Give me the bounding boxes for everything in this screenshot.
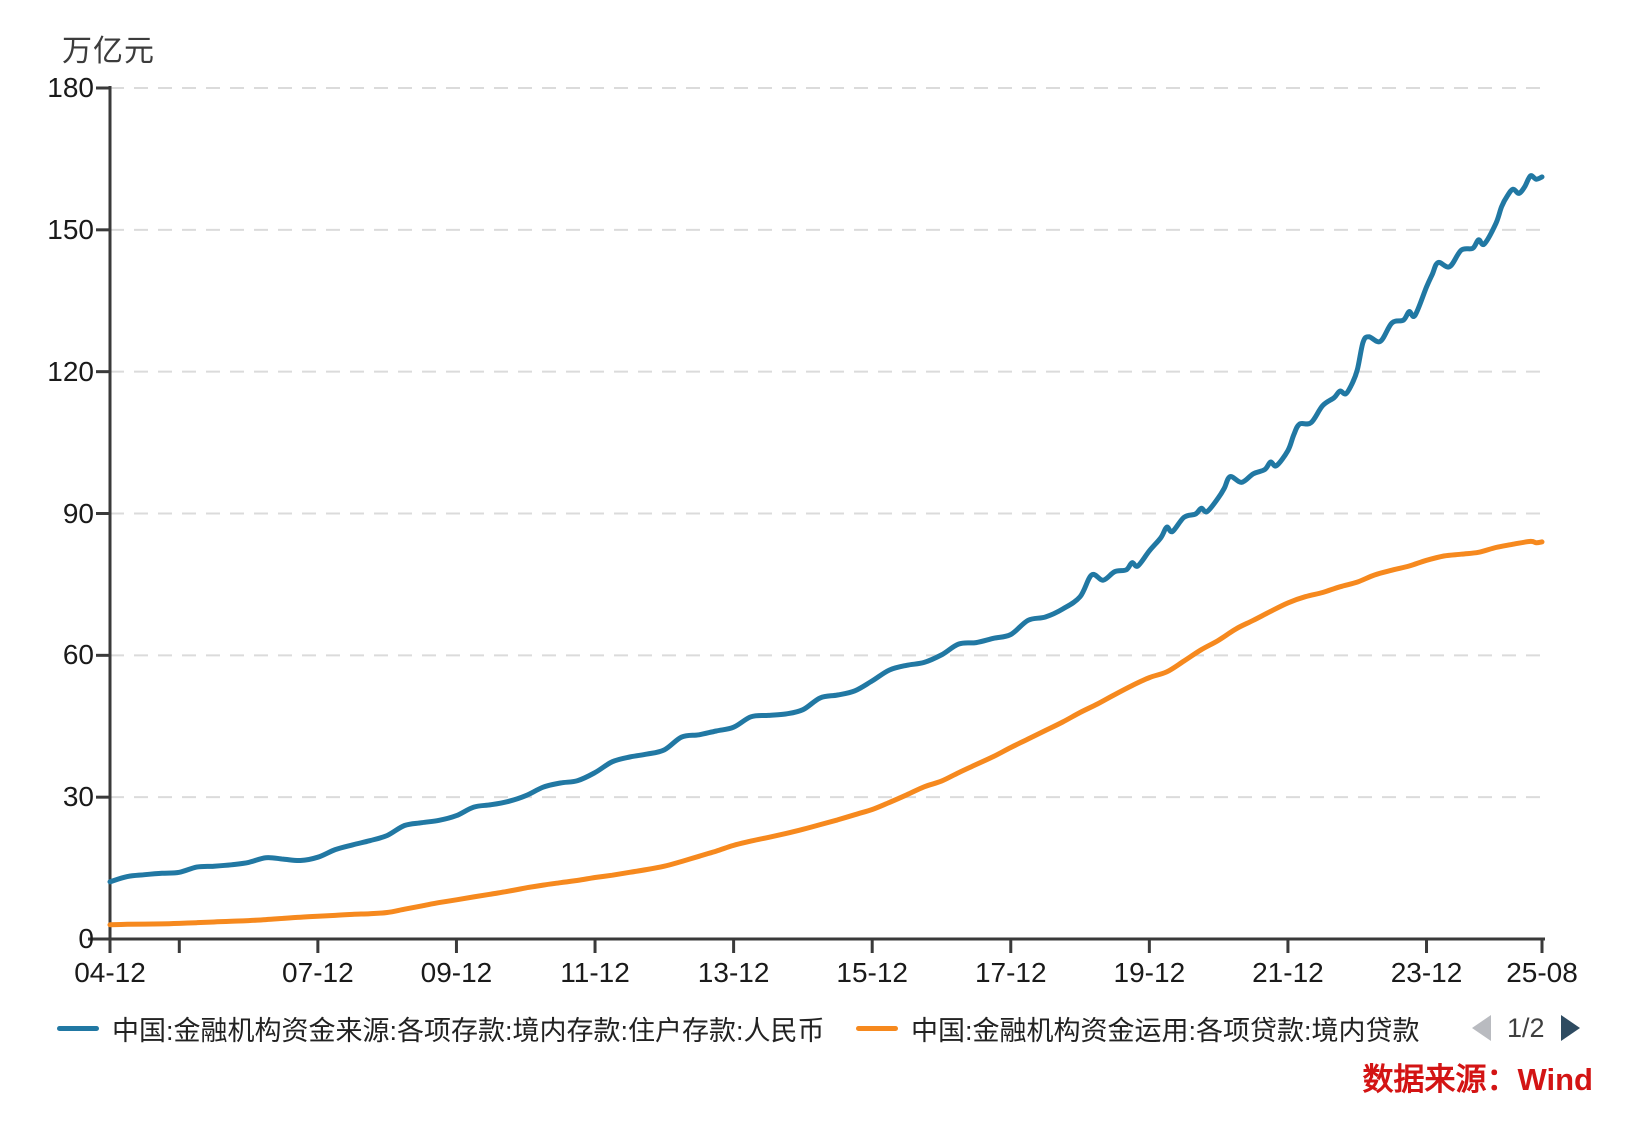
x-axis-label: 09-12 [420,957,493,988]
y-axis-label: 180 [47,72,94,103]
x-axis-label: 19-12 [1113,957,1186,988]
y-axis-label: 120 [47,355,94,387]
x-axis-label: 25-08 [1506,957,1578,988]
legend-item-loans: 中国:金融机构资金运用:各项贷款:境内贷款 [856,1008,1420,1048]
x-axis-label: 13-12 [697,957,770,988]
x-axis-label: 04-12 [74,957,146,988]
legend-label-deposits: 中国:金融机构资金来源:各项存款:境内存款:住户存款:人民币 [112,1015,825,1046]
series-line-deposits [107,173,1545,885]
legend-item-deposits: 中国:金融机构资金来源:各项存款:境内存款:住户存款:人民币 [57,1008,825,1048]
y-axis-unit-label: 万亿元 [62,35,155,68]
series-line-loans [107,538,1545,928]
y-axis-label: 30 [62,781,94,813]
source-note: 数据来源：Wind [1362,1062,1593,1097]
pager-next-icon[interactable] [1560,1015,1580,1041]
x-axis-label: 07-12 [282,957,354,988]
x-axis-label: 23-12 [1390,957,1463,988]
legend-swatch-loans-icon [856,1025,898,1031]
x-axis-label: 21-12 [1252,957,1324,988]
x-axis-label: 11-12 [560,957,630,988]
legend-swatch-deposits-icon [57,1025,99,1031]
y-axis-label: 150 [47,213,94,245]
x-axis-label: 15-12 [836,957,908,988]
pager-prev-icon[interactable] [1472,1015,1491,1041]
pager-count: 1/2 [1507,1012,1545,1043]
y-axis-label: 90 [62,497,94,529]
legend-pager: 1/2 [1472,1010,1580,1046]
y-axis-label: 60 [62,639,94,671]
y-axis-label: 0 [78,923,94,954]
legend-label-loans: 中国:金融机构资金运用:各项贷款:境内贷款 [911,1015,1420,1046]
x-axis-label: 17-12 [974,957,1047,988]
